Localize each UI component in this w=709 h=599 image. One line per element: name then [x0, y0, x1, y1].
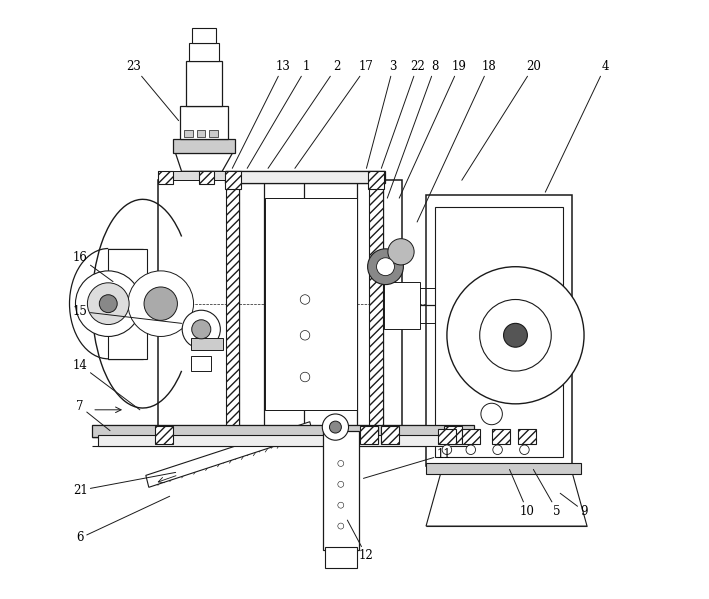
Circle shape [323, 414, 349, 440]
Text: 13: 13 [233, 60, 291, 168]
Bar [323, 431, 359, 550]
Bar [325, 547, 357, 568]
Bar [157, 180, 402, 428]
Bar [426, 463, 581, 474]
Bar [491, 429, 510, 444]
Circle shape [300, 372, 310, 382]
Circle shape [75, 271, 141, 337]
Text: 21: 21 [73, 473, 176, 497]
Bar [438, 429, 456, 444]
Circle shape [144, 287, 177, 320]
Circle shape [520, 445, 529, 455]
Circle shape [87, 283, 129, 325]
Text: 3: 3 [367, 60, 397, 168]
Text: 17: 17 [295, 60, 374, 168]
Bar [189, 43, 219, 61]
Circle shape [300, 331, 310, 340]
Bar [157, 171, 173, 184]
Bar [184, 129, 193, 137]
Circle shape [376, 258, 394, 276]
Text: 4: 4 [545, 60, 608, 192]
Bar [196, 129, 206, 137]
Circle shape [481, 403, 503, 425]
Text: 1: 1 [247, 60, 311, 168]
Bar [155, 426, 173, 444]
Circle shape [368, 249, 403, 285]
Bar [225, 171, 240, 189]
Bar [157, 171, 226, 180]
Bar [225, 171, 385, 183]
Text: 2: 2 [268, 60, 340, 168]
Bar [209, 129, 218, 137]
Circle shape [337, 502, 344, 508]
Bar [173, 138, 235, 153]
Circle shape [466, 445, 476, 455]
Circle shape [503, 323, 527, 347]
Bar [92, 425, 474, 437]
Circle shape [337, 482, 344, 488]
Circle shape [330, 421, 341, 433]
Bar [191, 356, 211, 371]
Bar [108, 249, 147, 359]
Bar [426, 195, 572, 467]
Text: 23: 23 [126, 60, 179, 120]
Circle shape [191, 320, 211, 339]
Text: 20: 20 [462, 60, 541, 180]
Text: 15: 15 [73, 305, 182, 323]
Polygon shape [176, 153, 233, 171]
Text: 11: 11 [364, 448, 452, 479]
Bar [518, 429, 536, 444]
Text: 18: 18 [417, 60, 496, 222]
Text: 19: 19 [399, 60, 467, 198]
Bar [360, 426, 379, 444]
Text: 9: 9 [560, 493, 588, 518]
Circle shape [337, 461, 344, 467]
Bar [368, 171, 384, 189]
Circle shape [182, 310, 220, 349]
Bar [265, 198, 357, 410]
Text: 22: 22 [381, 60, 425, 168]
Bar [384, 282, 420, 329]
Circle shape [300, 295, 310, 304]
Bar [191, 338, 223, 350]
Bar [381, 426, 399, 444]
Bar [186, 61, 222, 106]
Text: 6: 6 [77, 496, 169, 544]
Bar [180, 106, 228, 138]
Text: 7: 7 [77, 400, 110, 431]
Polygon shape [146, 422, 313, 488]
Bar [226, 180, 240, 428]
Polygon shape [426, 473, 587, 526]
Circle shape [388, 238, 414, 265]
Text: 8: 8 [387, 60, 439, 198]
Bar [192, 28, 216, 43]
Text: 5: 5 [533, 470, 561, 518]
Bar [462, 429, 480, 444]
Bar [199, 171, 214, 184]
Text: 10: 10 [510, 470, 535, 518]
Circle shape [337, 523, 344, 529]
Text: 14: 14 [73, 359, 140, 410]
Bar [444, 426, 462, 444]
Bar [98, 435, 468, 446]
Text: 12: 12 [347, 520, 374, 562]
Circle shape [99, 295, 117, 313]
Bar [435, 207, 563, 458]
Circle shape [447, 267, 584, 404]
Circle shape [493, 445, 503, 455]
Bar [369, 180, 383, 428]
Circle shape [442, 445, 452, 455]
Circle shape [128, 271, 194, 337]
Circle shape [480, 300, 552, 371]
Text: 16: 16 [73, 251, 113, 282]
